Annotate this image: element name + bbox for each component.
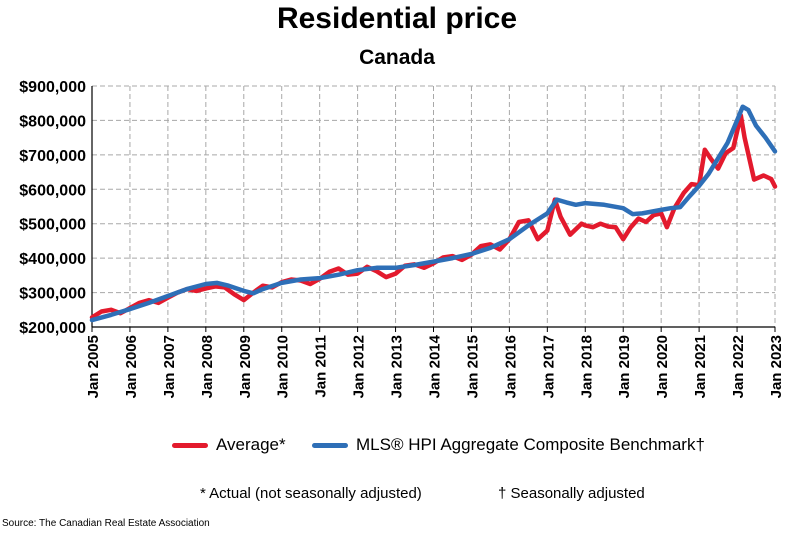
x-tick-label: Jan 2016 (502, 335, 519, 398)
y-tick-label: $800,000 (19, 113, 86, 130)
x-tick-label: Jan 2011 (313, 335, 330, 398)
legend-item-average: Average* (172, 433, 286, 457)
x-tick-label: Jan 2009 (237, 335, 254, 398)
y-tick-label: $900,000 (19, 79, 86, 96)
y-tick-label: $300,000 (19, 286, 86, 303)
x-tick-label: Jan 2010 (275, 335, 292, 398)
benchmark-swatch (312, 442, 348, 448)
legend-label-benchmark: MLS® HPI Aggregate Composite Benchmark† (356, 435, 705, 454)
y-tick-label: $400,000 (19, 251, 86, 268)
x-tick-label: Jan 2007 (161, 335, 178, 398)
source-note: Source: The Canadian Real Estate Associa… (2, 518, 210, 529)
x-tick-label: Jan 2020 (654, 335, 671, 398)
x-tick-label: Jan 2012 (351, 335, 368, 398)
x-tick-label: Jan 2017 (540, 335, 557, 398)
average-swatch (172, 442, 208, 448)
legend-label-average: Average* (216, 435, 286, 454)
x-tick-label: Jan 2023 (768, 335, 785, 398)
chart-title: Residential price (276, 2, 518, 35)
x-tick-label: Jan 2015 (464, 335, 481, 398)
legend-item-benchmark: MLS® HPI Aggregate Composite Benchmark† (312, 433, 705, 457)
y-tick-label: $700,000 (19, 148, 86, 165)
x-tick-label: Jan 2021 (692, 335, 709, 398)
chart-subtitle: Canada (359, 46, 435, 69)
x-tick-label: Jan 2019 (616, 335, 633, 398)
x-tick-label: Jan 2006 (123, 335, 140, 398)
y-tick-label: $600,000 (19, 182, 86, 199)
x-tick-label: Jan 2005 (85, 335, 102, 398)
benchmark-series-line (89, 104, 778, 323)
y-tick-label: $200,000 (19, 320, 86, 337)
x-tick-label: Jan 2013 (389, 335, 406, 398)
x-tick-label: Jan 2014 (427, 334, 444, 398)
x-tick-label: Jan 2018 (578, 335, 595, 398)
y-tick-label: $500,000 (19, 217, 86, 234)
x-tick-label: Jan 2022 (730, 335, 747, 398)
note-seasonal: † Seasonally adjusted (498, 485, 645, 502)
note-actual: * Actual (not seasonally adjusted) (200, 485, 422, 502)
x-tick-label: Jan 2008 (199, 335, 216, 398)
